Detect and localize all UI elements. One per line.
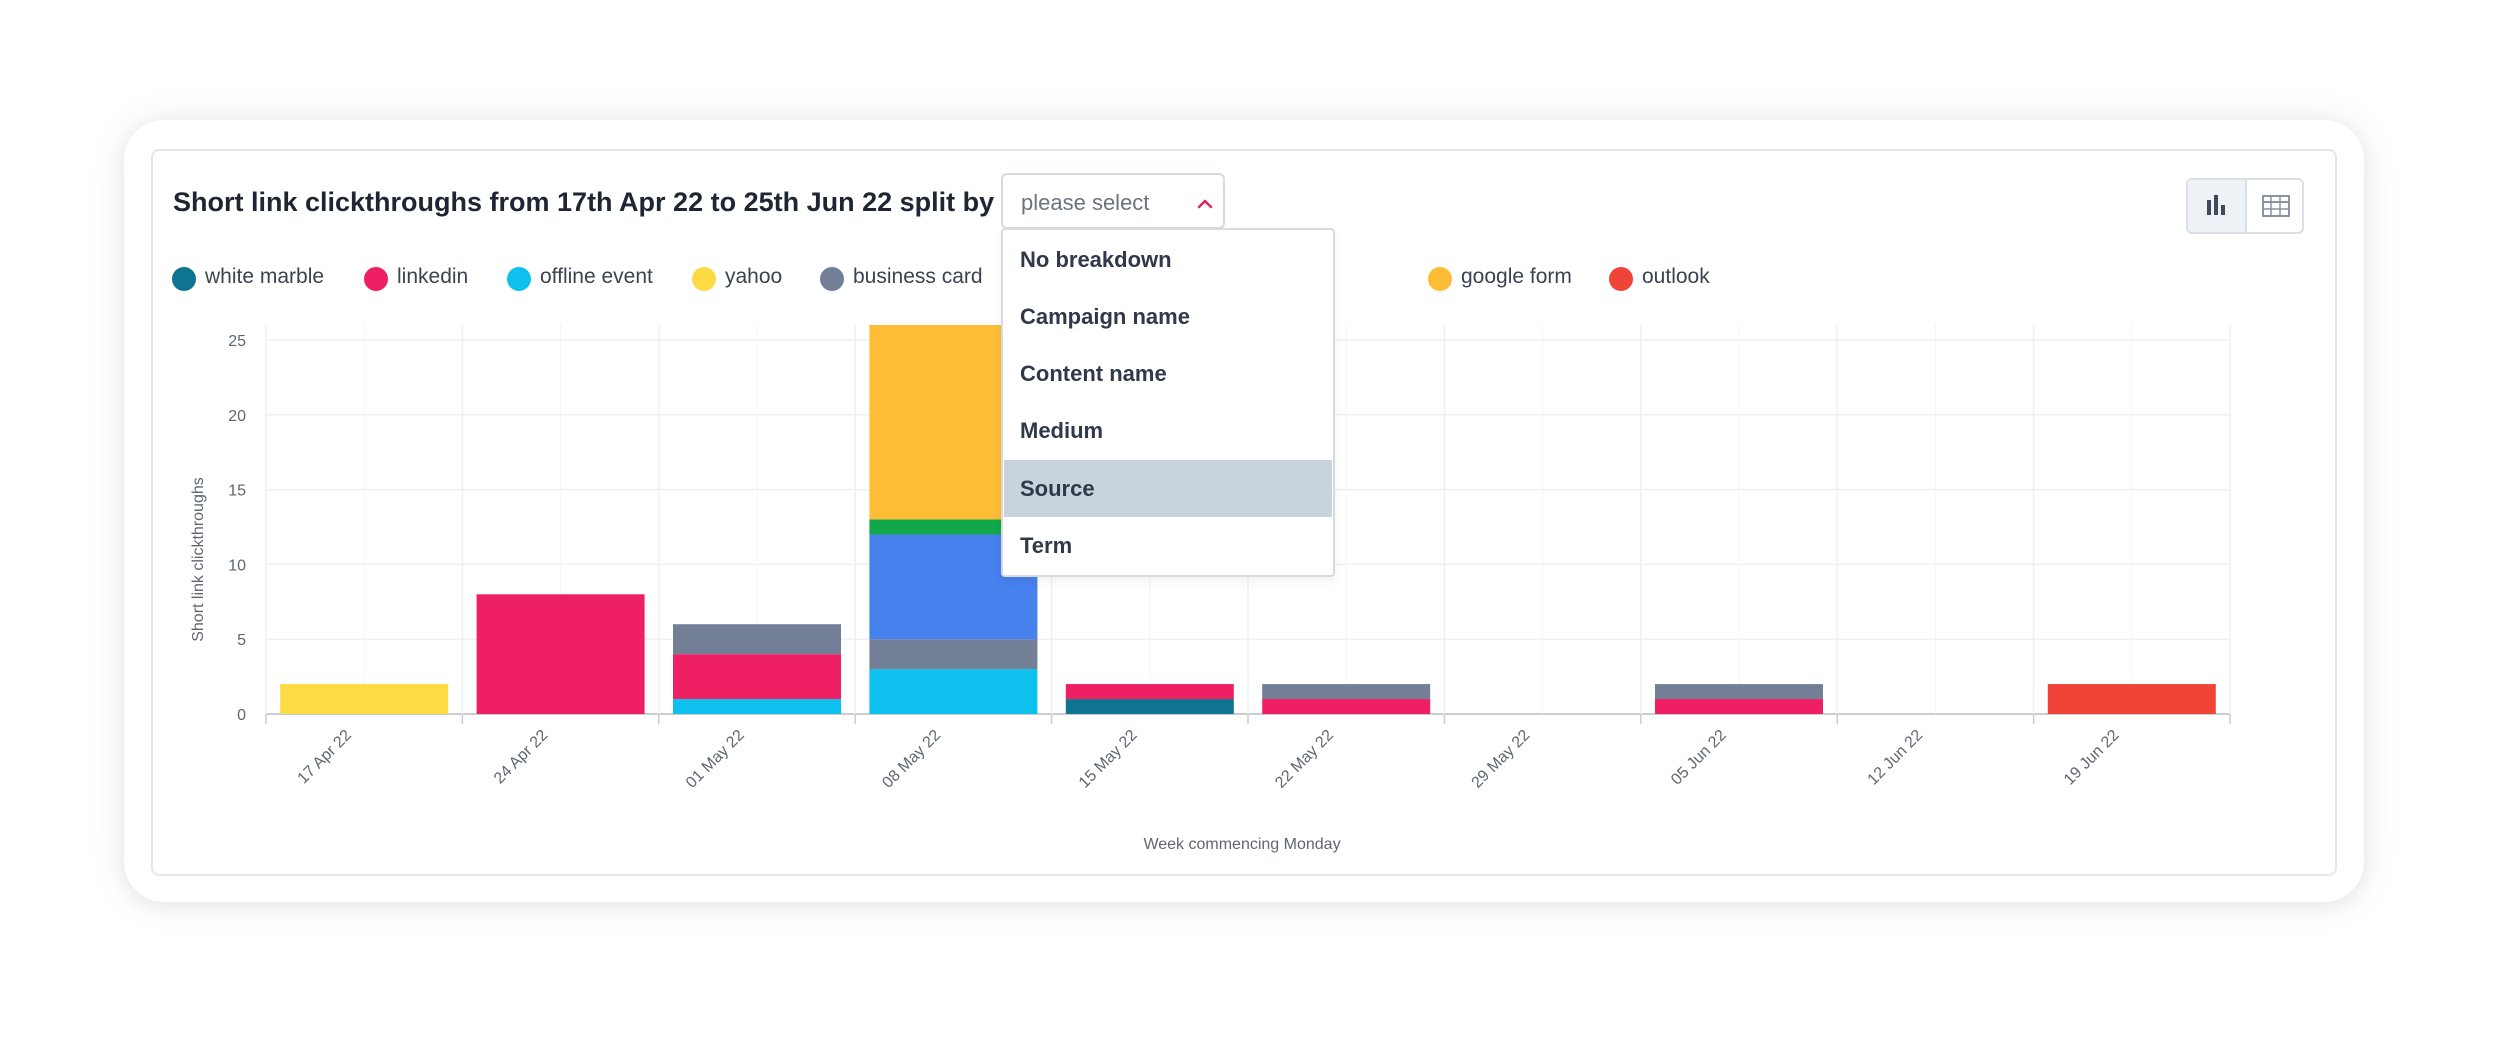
y-axis-title: Short link clickthroughs	[190, 477, 207, 642]
chevron-up-icon	[1197, 199, 1213, 209]
bar-segment-yahoo	[280, 684, 449, 714]
legend-label: outlook	[1642, 265, 1710, 288]
table-icon	[2262, 195, 2290, 217]
table-view-button[interactable]	[2247, 180, 2304, 232]
bar-segment-business-card	[869, 639, 1038, 670]
bar-segment-offline-event	[673, 699, 841, 714]
bar-segment-linkedin	[673, 654, 841, 700]
bar-segment-linkedin	[476, 594, 645, 714]
bar-segment-offline-event	[869, 669, 1038, 714]
breakdown-select[interactable]: please select	[1001, 173, 1225, 229]
option-no-breakdown[interactable]: No breakdown	[1020, 247, 1172, 272]
y-tick-label: 15	[228, 483, 246, 500]
chart-title: Short link clickthroughs from 17th Apr 2…	[173, 187, 995, 217]
select-placeholder: please select	[1021, 190, 1150, 215]
option-source[interactable]: Source	[1004, 460, 1332, 517]
legend-dot	[364, 267, 388, 291]
y-tick-label: 10	[228, 557, 246, 574]
bar-view-button[interactable]	[2188, 180, 2247, 232]
bar-segment-outlook	[2047, 684, 2216, 714]
option-medium[interactable]: Medium	[1020, 418, 1104, 443]
view-toggle	[2186, 178, 2304, 234]
bar-chart-icon	[2207, 195, 2225, 215]
breakdown-dropdown: No breakdown Campaign name Content name …	[1001, 228, 1335, 577]
bar-segment-white-marble	[1065, 699, 1234, 714]
legend-label: google form	[1461, 265, 1572, 288]
legend-dot	[507, 267, 531, 291]
y-tick-label: 0	[237, 707, 246, 724]
bar-segment-unlabeled-green	[869, 519, 1038, 535]
x-tick-label: 08 May 22	[879, 727, 944, 792]
legend-dot	[1428, 267, 1452, 291]
y-tick-label: 5	[237, 632, 246, 649]
x-tick-label: 05 Jun 22	[1668, 727, 1730, 789]
x-tick-label: 17 Apr 22	[295, 727, 356, 788]
y-tick-label: 20	[228, 408, 246, 425]
option-campaign-name[interactable]: Campaign name	[1020, 304, 1190, 329]
legend-dot	[172, 267, 196, 291]
x-axis-title: Week commencing Monday	[1143, 836, 1340, 853]
legend-dot	[820, 267, 844, 291]
legend-label: white marble	[205, 265, 325, 288]
x-tick-label: 29 May 22	[1469, 727, 1534, 792]
option-term[interactable]: Term	[1020, 533, 1073, 558]
legend-label: yahoo	[725, 265, 783, 288]
legend-dot	[692, 267, 716, 291]
bar-segment-linkedin	[1655, 699, 1823, 714]
x-tick-label: 22 May 22	[1272, 727, 1337, 792]
bar-segment-business-card	[673, 624, 841, 655]
legend-dot	[1609, 267, 1633, 291]
x-tick-label: 19 Jun 22	[2061, 727, 2123, 789]
bar-segment-linkedin	[1065, 684, 1234, 700]
x-tick-label: 01 May 22	[683, 727, 748, 792]
option-content-name[interactable]: Content name	[1020, 361, 1167, 386]
legend-label: linkedin	[397, 265, 469, 288]
bar-segment-business-card	[1655, 684, 1823, 700]
bar-segment-linkedin	[1262, 699, 1431, 714]
bar-segment-business-card	[1262, 684, 1431, 700]
legend-label: business card	[853, 265, 983, 288]
x-tick-label: 15 May 22	[1076, 727, 1141, 792]
legend-label: offline event	[540, 265, 653, 288]
x-tick-label: 24 Apr 22	[491, 727, 552, 788]
y-tick-label: 25	[228, 333, 246, 350]
x-tick-label: 12 Jun 22	[1865, 727, 1927, 789]
